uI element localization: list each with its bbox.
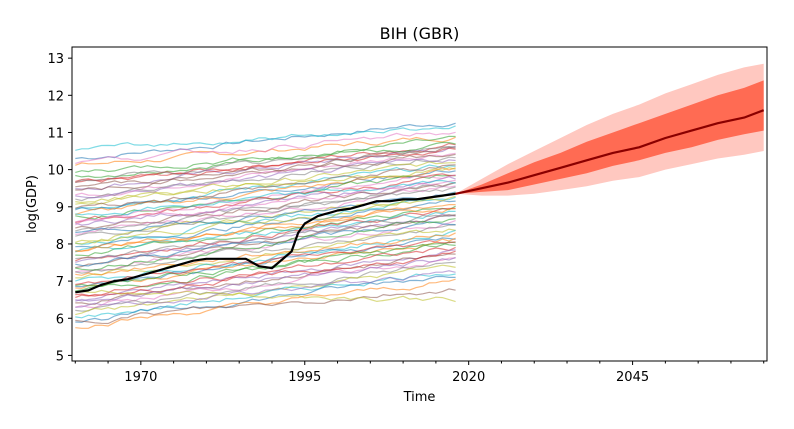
background-series-line <box>75 147 456 182</box>
plot-area <box>75 63 765 329</box>
background-series-line <box>75 161 456 205</box>
x-tick-label: 1970 <box>124 370 157 385</box>
y-tick-label: 13 <box>47 52 64 67</box>
x-tick-label: 2045 <box>616 370 649 385</box>
background-series-line <box>75 288 456 325</box>
y-tick-label: 7 <box>56 275 64 290</box>
background-series-line <box>75 156 456 202</box>
background-series-line <box>75 167 456 216</box>
y-tick-label: 11 <box>47 126 64 141</box>
background-series-line <box>75 146 456 191</box>
y-axis: 5 6 7 8 9 10 11 12 13 <box>47 52 72 364</box>
background-series-line <box>75 145 456 184</box>
background-series-line <box>75 191 456 234</box>
background-series-line <box>75 208 456 252</box>
y-tick-label: 5 <box>56 349 64 364</box>
background-series-line <box>75 174 456 223</box>
background-series-line <box>75 195 456 245</box>
background-series-line <box>75 122 456 160</box>
background-series-line <box>75 257 456 309</box>
background-series-line <box>75 180 456 216</box>
background-series-line <box>75 141 456 173</box>
background-series-line <box>75 221 456 267</box>
background-series-line <box>75 179 456 226</box>
background-series-line <box>75 289 456 303</box>
x-axis-label: Time <box>403 390 436 405</box>
background-series-line <box>75 232 456 276</box>
background-series-line <box>75 213 456 260</box>
background-series-line <box>75 224 456 274</box>
background-series-line <box>75 131 456 165</box>
plot-frame <box>71 46 768 362</box>
background-series-line <box>75 145 456 191</box>
x-tick-label: 1995 <box>288 370 321 385</box>
x-tick-label: 2020 <box>452 370 485 385</box>
series-line <box>455 109 765 195</box>
y-tick-label: 9 <box>56 201 64 216</box>
forecast-band <box>455 80 764 194</box>
background-series-line <box>75 142 456 183</box>
background-series-line <box>75 275 456 323</box>
background-series-line <box>75 210 456 253</box>
forecast-band <box>455 63 764 196</box>
background-series-line <box>75 125 456 151</box>
background-series-line <box>75 228 456 279</box>
background-series-line <box>75 158 456 199</box>
background-series-line <box>75 253 456 305</box>
background-series-line <box>75 164 456 209</box>
x-axis: 1970 1995 2020 2045 <box>74 361 765 385</box>
chart-title: BIH (GBR) <box>380 24 460 43</box>
background-series-line <box>75 250 456 299</box>
y-tick-label: 6 <box>56 312 64 327</box>
background-series-line <box>75 220 456 273</box>
background-series-line <box>75 237 456 289</box>
background-series-line <box>75 207 456 262</box>
background-series-line <box>75 135 456 179</box>
y-axis-label: log(GDP) <box>25 175 40 233</box>
series-line <box>75 192 456 294</box>
background-series-line <box>75 167 456 204</box>
background-series-line <box>75 270 456 308</box>
background-series-line <box>75 153 456 188</box>
background-series-line <box>75 256 456 302</box>
background-series-line <box>75 182 456 232</box>
background-series-line <box>75 218 456 271</box>
y-tick-label: 12 <box>47 89 64 104</box>
y-tick-label: 10 <box>47 164 64 179</box>
y-tick-label: 8 <box>56 238 64 253</box>
background-series-line <box>75 261 456 312</box>
